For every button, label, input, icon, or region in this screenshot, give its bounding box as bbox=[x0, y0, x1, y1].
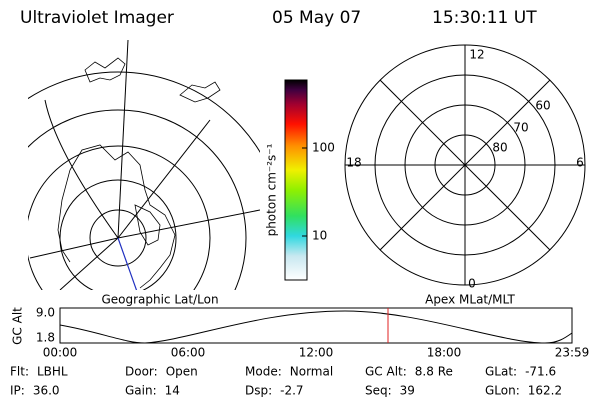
info-value: LBHL bbox=[37, 365, 68, 379]
info-label: Gain: bbox=[125, 384, 157, 398]
color-bar bbox=[284, 79, 308, 281]
title: Ultraviolet Imager bbox=[20, 8, 174, 28]
x-tick-label: 23:59 bbox=[555, 346, 590, 360]
info-label: Flt: bbox=[10, 365, 29, 379]
geo-map bbox=[28, 40, 260, 290]
info-value: 39 bbox=[400, 384, 415, 398]
lat-label: 60 bbox=[535, 99, 550, 113]
polar-label: Apex MLat/MLT bbox=[425, 293, 515, 307]
info-value: 8.8 Re bbox=[415, 365, 453, 379]
mlt-label: 18 bbox=[346, 156, 361, 170]
altitude-curve bbox=[59, 310, 573, 344]
info-value: Open bbox=[166, 365, 198, 379]
altitude-frame bbox=[59, 307, 573, 344]
y-axis-label: GC Alt bbox=[11, 307, 25, 345]
polar-grid bbox=[344, 44, 586, 286]
info-label: IP: bbox=[10, 384, 25, 398]
info-label: Mode: bbox=[245, 365, 282, 379]
info-value: -2.7 bbox=[280, 384, 303, 398]
time: 15:30:11 UT bbox=[432, 8, 537, 28]
info-label: Dsp: bbox=[245, 384, 272, 398]
mlt-label: 12 bbox=[469, 48, 484, 62]
geo-label: Geographic Lat/Lon bbox=[101, 293, 218, 307]
info-label: GC Alt: bbox=[365, 365, 407, 379]
info-label: GLon: bbox=[485, 384, 520, 398]
info-value: -71.6 bbox=[525, 365, 556, 379]
y-tick-label: 1.8 bbox=[36, 331, 55, 345]
info-label: Seq: bbox=[365, 384, 392, 398]
info-value: 36.0 bbox=[33, 384, 60, 398]
x-tick-label: 06:00 bbox=[171, 346, 206, 360]
colorbar-tick: 10 bbox=[312, 229, 327, 243]
x-tick-label: 18:00 bbox=[427, 346, 462, 360]
info-value: 162.2 bbox=[528, 384, 562, 398]
info-label: GLat: bbox=[485, 365, 517, 379]
x-tick-label: 12:00 bbox=[299, 346, 334, 360]
y-tick-label: 9.0 bbox=[36, 306, 55, 320]
info-label: Door: bbox=[125, 365, 158, 379]
info-value: Normal bbox=[290, 365, 333, 379]
date: 05 May 07 bbox=[272, 8, 361, 28]
mlt-label: 0 bbox=[468, 277, 476, 291]
colorbar-tick: 100 bbox=[312, 141, 335, 155]
colorbar-label: photon cm⁻²s⁻¹ bbox=[265, 143, 279, 236]
lat-label: 80 bbox=[492, 141, 507, 155]
x-tick-label: 00:00 bbox=[43, 346, 78, 360]
info-value: 14 bbox=[165, 384, 180, 398]
lat-label: 70 bbox=[513, 121, 528, 135]
mlt-label: 6 bbox=[576, 156, 584, 170]
